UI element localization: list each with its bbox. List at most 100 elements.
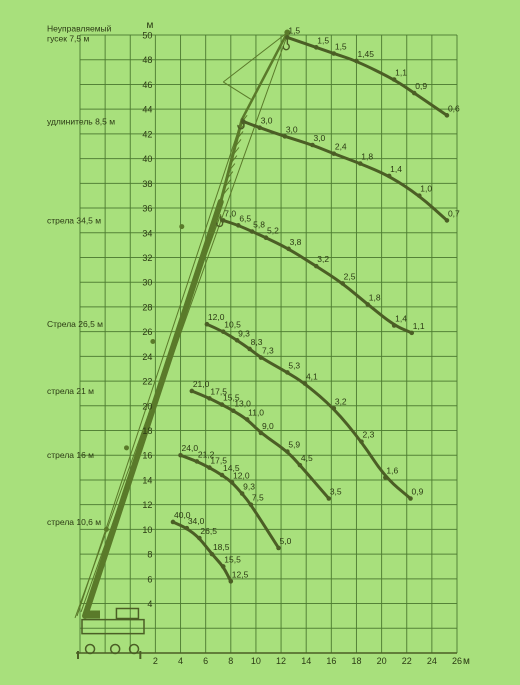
load-curve-point: [219, 472, 225, 478]
load-value-label: 8,3: [251, 337, 263, 347]
load-curve-point: [258, 430, 264, 436]
load-curve-point: [207, 465, 212, 470]
load-value-label: 5,9: [288, 440, 300, 450]
y-tick-label: 34: [142, 228, 152, 238]
load-curve-point: [444, 218, 450, 223]
load-value-label: 15,5: [224, 554, 241, 564]
load-value-label: 2,4: [335, 142, 347, 152]
load-curve-point: [391, 77, 397, 82]
load-curve-group: 3,0 3,0 3,0 2,4 1,8 1,4 1,0 0,7 удлинитель 8,5 м: [47, 116, 460, 223]
y-tick-label: 26: [142, 327, 152, 337]
crane-truck-body: [81, 618, 145, 635]
load-curve-point: [244, 417, 250, 422]
load-value-label: 5,3: [288, 360, 300, 370]
load-value-label: 13,0: [234, 399, 251, 409]
load-value-label: 3,0: [313, 133, 325, 143]
load-value-label: 1,5: [288, 25, 300, 35]
load-curve-point: [285, 449, 290, 454]
load-value-label: 12,0: [233, 470, 250, 480]
load-curve-point: [331, 51, 337, 56]
boom-joint: [123, 445, 129, 451]
main-boom: [82, 198, 224, 619]
boom-lattice: [228, 163, 236, 172]
load-curve-point: [241, 119, 246, 124]
load-value-label: 3,0: [261, 116, 273, 126]
load-value-label: 17,5: [210, 456, 227, 466]
boom-extension: [219, 118, 244, 203]
load-curve-point: [408, 496, 413, 501]
load-value-label: 3,8: [290, 237, 302, 247]
load-value-label: 1,1: [413, 321, 425, 331]
y-tick-label: 50: [142, 31, 152, 41]
load-value-label: 1,0: [420, 184, 432, 194]
load-curve-point: [386, 173, 392, 179]
load-curve-point: [359, 439, 364, 444]
y-tick-label: 32: [142, 253, 152, 263]
boom-stay-line: [76, 118, 243, 617]
axis-labels: м м 468101214161820222426283032343638404…: [142, 20, 470, 667]
load-value-label: 26,5: [200, 526, 217, 536]
load-value-label: 11,0: [248, 407, 264, 417]
x-tick-label: 2: [153, 656, 158, 666]
boom-lattice: [236, 131, 244, 140]
load-curve-point: [247, 346, 252, 352]
load-value-label: 1,45: [357, 49, 374, 59]
load-curve-point: [178, 452, 183, 458]
load-curve-point: [220, 564, 226, 569]
load-curve-point: [204, 321, 210, 327]
boom-lattice: [223, 179, 232, 188]
load-value-label: 5,0: [280, 536, 292, 546]
series-name-label: Стрела 26,5 м: [47, 319, 103, 329]
chart-grid: [76, 34, 458, 654]
boom-joint: [179, 224, 185, 230]
x-tick-label: 24: [427, 656, 437, 666]
load-value-label: 15,5: [223, 393, 240, 403]
load-curve-group: 40,034,026,5 18,5 15,5 12,5 стрела 10,6 м: [47, 510, 249, 584]
load-curve-line: [190, 389, 331, 500]
y-tick-label: 48: [142, 55, 152, 65]
load-curve-point: [331, 151, 337, 156]
load-value-label: 5,8: [253, 220, 265, 230]
load-curve-point: [236, 223, 241, 228]
load-value-label: 18,5: [213, 542, 230, 552]
load-value-label: 0,9: [412, 487, 424, 497]
series-name-label: Неуправляемый: [47, 23, 112, 33]
load-value-label: 4,1: [306, 372, 318, 382]
load-curve-point: [285, 370, 290, 375]
load-curve-point: [209, 551, 215, 557]
load-curve-point: [391, 323, 397, 328]
load-curve-point: [249, 229, 255, 234]
load-curve-point: [444, 113, 450, 118]
load-curve-point: [417, 193, 422, 198]
load-curve-point: [313, 263, 319, 269]
load-value-label: 7,0: [224, 208, 236, 218]
load-curve-point: [219, 402, 225, 407]
load-curve-point: [258, 355, 264, 360]
load-curve-point: [220, 329, 226, 334]
y-tick-label: 20: [142, 401, 152, 411]
load-curve-point: [302, 381, 308, 386]
load-value-label: 12,0: [208, 312, 225, 322]
x-tick-label: 22: [402, 656, 412, 666]
y-tick-label: 38: [142, 179, 152, 189]
load-curve-group: 12,010,59,38,37,35,34,13,22,31,60,9Стрел…: [47, 312, 424, 501]
y-tick-label: 6: [147, 574, 152, 584]
load-value-label: 2,5: [344, 271, 356, 281]
x-tick-label: 14: [301, 656, 311, 666]
crane-turret: [86, 610, 100, 619]
y-tick-label: 16: [142, 451, 152, 461]
load-curve-point: [326, 496, 332, 501]
load-curve-point: [282, 134, 288, 139]
load-curve-group: 7,0 6,55,85,2 3,8 3,2 2,5 1,8 1,4 1,1 стрела 34,…: [47, 208, 425, 336]
load-curve-point: [331, 405, 337, 411]
y-tick-label: 24: [142, 352, 152, 362]
load-curve-point: [365, 302, 371, 307]
load-value-label: 10,5: [224, 320, 241, 330]
y-tick-label: 28: [142, 302, 152, 312]
series-name-label: стрела 21 м: [47, 386, 94, 396]
x-tick-label: 8: [228, 656, 233, 666]
load-value-label: 1,5: [335, 42, 347, 52]
load-value-label: 40,0: [174, 510, 191, 520]
load-curve-point: [184, 525, 190, 531]
